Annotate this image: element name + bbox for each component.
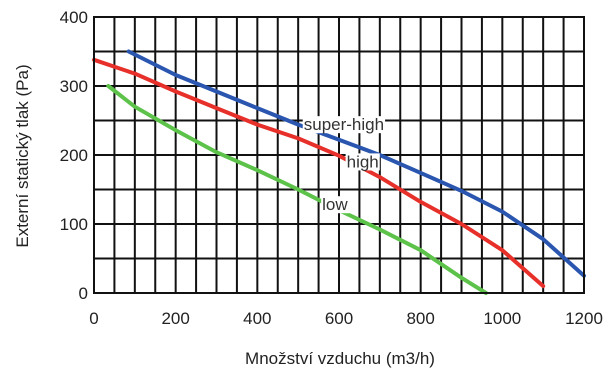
x-tick-label: 1200	[565, 309, 603, 328]
y-tick-label: 0	[79, 284, 88, 303]
x-tick-label: 0	[89, 309, 98, 328]
series-line-high	[92, 57, 546, 289]
x-axis-title: Množství vzduchu (m3/h)	[245, 349, 435, 368]
series-label-high: high	[347, 152, 379, 171]
plot-frame	[93, 16, 585, 294]
y-tick-label: 100	[60, 215, 88, 234]
series-layer	[92, 49, 586, 295]
y-tick-label: 300	[60, 77, 88, 96]
series-label-bg	[321, 196, 350, 214]
series-label-bg	[345, 153, 380, 171]
series-label-super-high: super-high	[304, 115, 384, 134]
series-labels: super-high high low	[302, 115, 386, 214]
series-line-super-high	[126, 49, 586, 278]
series-label-low: low	[322, 195, 348, 214]
y-tick-label: 200	[60, 146, 88, 165]
x-tick-label: 1000	[483, 309, 521, 328]
x-tick-label: 600	[325, 309, 353, 328]
y-tick-label: 400	[60, 8, 88, 27]
series-line-low	[106, 84, 488, 295]
y-axis-title: Externí statický tlak (Pa)	[13, 64, 32, 247]
x-tick-label: 200	[161, 309, 189, 328]
tick-labels: 0 200 400 600 800 1000 1200 0 100 200 300 400	[60, 8, 603, 328]
x-tick-label: 800	[406, 309, 434, 328]
series-label-bg	[302, 116, 386, 134]
x-tick-label: 400	[243, 309, 271, 328]
